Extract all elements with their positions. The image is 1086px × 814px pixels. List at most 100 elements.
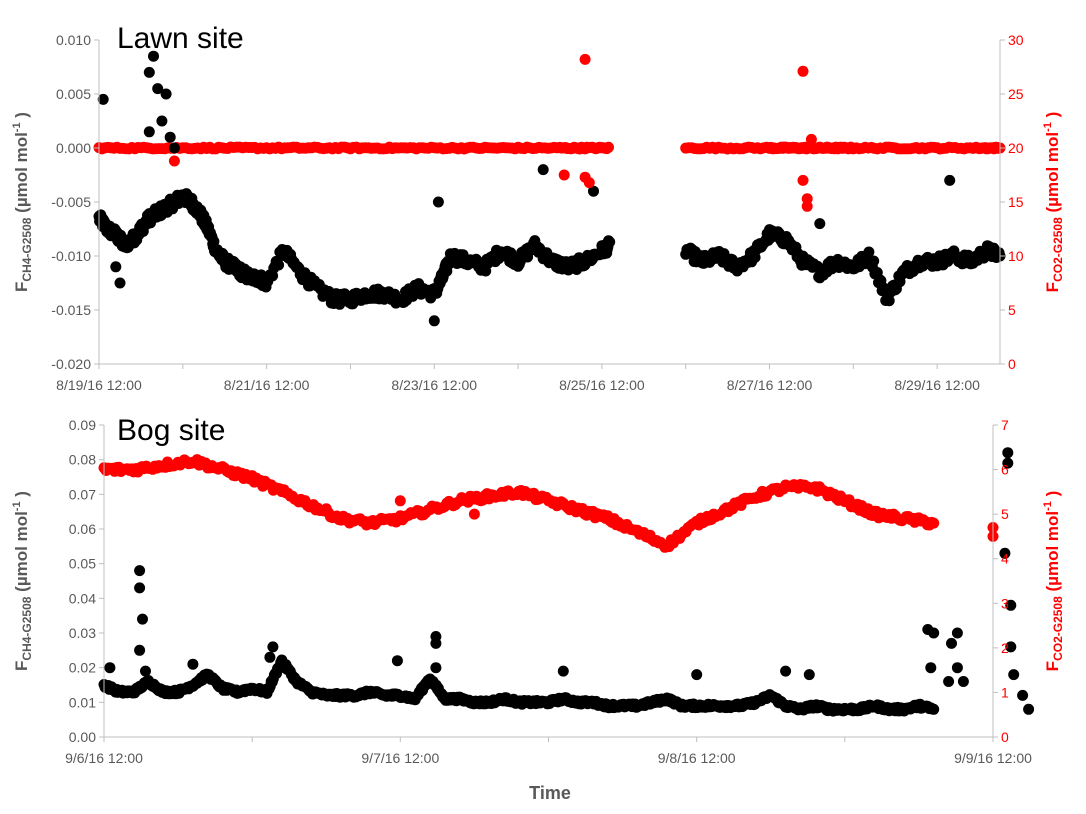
lawn-y-tick-label: -0.005 (51, 194, 91, 210)
bog-ch4-point (134, 582, 146, 594)
bog-y-tick-label: 0.01 (69, 694, 96, 710)
bog-ch4-point (1017, 689, 1029, 701)
lawn-y-tick-label: -0.020 (51, 356, 91, 372)
bog-co2-point (928, 517, 940, 529)
bog-ch4-point (104, 662, 116, 674)
bog-ch4-point (1023, 703, 1035, 715)
lawn-co2-point (797, 65, 809, 77)
bog-ch4-point (951, 662, 963, 674)
bog-ch4-point (264, 651, 276, 663)
lawn-co2-point (797, 174, 809, 186)
bog-ch4-point (267, 641, 279, 653)
bog-ch4-point (1005, 599, 1017, 611)
bog-ch4-point (557, 665, 569, 677)
lawn-co2-point (603, 141, 614, 153)
bog-y-tick-label: 0.02 (69, 660, 96, 676)
lawn-ch4-point (156, 115, 168, 127)
bog-ch4-point (430, 662, 442, 674)
lawn-ch4-point (588, 185, 599, 197)
lawn-title: Lawn site (117, 22, 244, 55)
lawn-y-tick-label: 0.005 (56, 86, 91, 102)
bog-ch4-point (943, 676, 955, 687)
lawn-x-tick-label: 8/27/16 12:00 (727, 377, 813, 393)
lawn-ch4-point (944, 174, 956, 186)
lawn-y2-tick-label: 0 (1008, 356, 1016, 372)
bog-x-tick-label: 9/9/16 12:00 (954, 750, 1032, 766)
bog-x-tick-label: 9/6/16 12:00 (65, 750, 143, 766)
lawn-ch4-point (604, 236, 616, 248)
bog-ch4-point (187, 658, 199, 670)
bog-y2-tick-label: 0 (1001, 729, 1009, 745)
lawn-co2-point (579, 53, 591, 65)
bog-y2-tick-label: 2 (1001, 640, 1009, 656)
lawn-ch4-point (168, 142, 180, 154)
lawn-co2-point (583, 177, 595, 189)
bog-title: Bog site (117, 414, 225, 447)
bog-y2-tick-label: 1 (1001, 684, 1009, 700)
lawn-ch4-point (868, 255, 880, 267)
lawn-x-tick-label: 8/29/16 12:00 (894, 377, 980, 393)
lawn-ch4-point (428, 315, 440, 327)
lawn-x-tick-label: 8/25/16 12:00 (559, 377, 645, 393)
lawn-y2-tick-label: 15 (1008, 194, 1024, 210)
bog-ch4-point (925, 662, 937, 674)
lawn-co2-point (805, 133, 817, 145)
bog-y-tick-label: 0.03 (69, 625, 96, 641)
lawn-ch4-point (883, 295, 895, 307)
bog-ch4-point (951, 627, 963, 639)
lawn-ch4-point (273, 259, 285, 271)
lawn-panel: -0.020 -0.015 -0.010 -0.005 0.000 0.005 0.010 0… (11, 22, 1065, 393)
bog-ch4-point (691, 669, 703, 681)
bog-ticks: 0.00 0.01 0.02 0.03 0.04 0.05 0.06 0.07 0.08 0.09… (65, 417, 1032, 766)
bog-y2-axis-label: FCO2-G2508 (µmol mol-1 ) (1042, 491, 1065, 672)
lawn-co2-point (558, 169, 570, 181)
bog-x-tick-label: 9/7/16 12:00 (361, 750, 439, 766)
bog-ch4-point (946, 637, 957, 649)
lawn-ch4-point (110, 261, 122, 273)
bog-ch4-point (957, 676, 969, 687)
bog-y-tick-label: 0.00 (69, 729, 96, 745)
bog-ch4-point (1008, 669, 1020, 681)
lawn-co2-point (801, 200, 813, 212)
lawn-ch4-point (537, 164, 549, 176)
bog-x-tick-label: 9/8/16 12:00 (658, 750, 736, 766)
bog-y-tick-label: 0.04 (69, 590, 96, 606)
bog-co2-point (394, 495, 406, 507)
lawn-ch4-point (114, 277, 126, 289)
bog-ch4-point (391, 655, 403, 667)
lawn-ticks: -0.020 -0.015 -0.010 -0.005 0.000 0.005 0.010 0… (51, 32, 1023, 393)
bog-y-tick-label: 0.07 (69, 486, 96, 502)
bog-y2-tick-label: 6 (1001, 462, 1009, 478)
bog-panel: 0.00 0.01 0.02 0.03 0.04 0.05 0.06 0.07 0.08 0.09… (11, 414, 1065, 766)
bog-y-tick-label: 0.06 (69, 521, 96, 537)
lawn-y2-axis-label: FCO2-G2508 (µmol mol-1 ) (1042, 112, 1065, 293)
bog-ch4-point (780, 665, 792, 677)
lawn-y-tick-label: 0.010 (56, 32, 91, 48)
lawn-ch4-point (164, 131, 176, 143)
bog-y2-tick-label: 4 (1001, 551, 1009, 567)
bog-ch4-point (137, 613, 148, 625)
lawn-ch4-point (863, 246, 875, 258)
lawn-co2-point (168, 155, 180, 167)
bog-y-axis-label: FCH4-G2508 (µmol mol-1 ) (11, 491, 34, 671)
bog-ch4-point (134, 644, 146, 656)
lawn-y2-tick-label: 5 (1008, 302, 1016, 318)
bog-ch4-point (1002, 447, 1014, 459)
lawn-y2-tick-label: 20 (1008, 140, 1024, 156)
lawn-ch4-point (152, 83, 164, 95)
lawn-x-tick-label: 8/19/16 12:00 (56, 377, 142, 393)
bog-co2-point (468, 508, 480, 520)
lawn-y-tick-label: -0.015 (51, 302, 91, 318)
lawn-y2-tick-label: 30 (1008, 32, 1024, 48)
bog-ch4-point (928, 627, 940, 639)
lawn-ch4-point (160, 88, 172, 100)
lawn-ch4-point (814, 218, 826, 230)
lawn-y-tick-label: -0.010 (51, 248, 91, 264)
lawn-ch4-point (143, 126, 155, 138)
bog-ch4-point (1002, 457, 1014, 469)
bog-y-tick-label: 0.08 (69, 452, 96, 468)
bog-y-tick-label: 0.09 (69, 417, 96, 433)
bog-ch4-point (803, 669, 815, 681)
bog-y2-tick-label: 5 (1001, 506, 1009, 522)
